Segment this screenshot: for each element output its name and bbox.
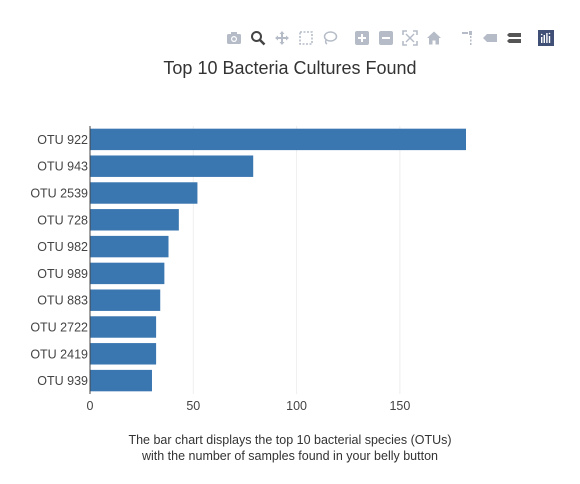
hover-compare-icon [507,33,521,43]
spikeline-icon [462,31,472,45]
y-tick-label: OTU 728 [37,213,88,227]
chart-title: Top 10 Bacteria Cultures Found [163,58,417,78]
y-tick-label: OTU 2539 [30,187,88,201]
y-tick-label: OTU 982 [37,240,88,254]
bar[interactable] [90,235,169,258]
box-select-icon [299,31,313,45]
y-tick-label: OTU 2419 [30,347,88,361]
bar[interactable] [90,182,198,204]
x-tick-label: 150 [389,399,410,413]
lasso-select-button[interactable] [318,28,342,48]
camera-icon [227,32,241,44]
plotly-logo-link[interactable] [534,28,558,48]
download-plot-button[interactable] [222,28,246,48]
chart-annotation: The bar chart displays the top 10 bacter… [0,432,580,464]
hover-closest-button[interactable] [478,28,502,48]
bar[interactable] [90,343,157,365]
zoom-in-button[interactable] [350,28,374,48]
zoom-in-icon [355,31,369,45]
x-tick-label: 50 [186,399,200,413]
bar[interactable] [90,262,165,285]
hover-compare-button[interactable] [502,28,526,48]
box-select-button[interactable] [294,28,318,48]
y-tick-label: OTU 989 [37,267,88,281]
modebar [222,28,558,48]
zoom-icon [251,31,266,46]
annotation-line-1: The bar chart displays the top 10 bacter… [128,433,452,447]
plotly-logo-icon [538,30,554,46]
y-tick-labels: OTU 922 OTU 943 OTU 2539 OTU 728 OTU 982 OTU … [30,133,88,388]
x-tick-label: 100 [286,399,307,413]
zoom-out-icon [379,31,393,45]
zoom-button[interactable] [246,28,270,48]
pan-icon [275,31,289,45]
pan-button[interactable] [270,28,294,48]
lasso-icon [323,31,338,45]
y-tick-label: OTU 922 [37,133,88,147]
hover-closest-icon [483,34,497,42]
bar[interactable] [90,369,152,392]
y-tick-label: OTU 939 [37,374,88,388]
annotation-line-2: with the number of samples found in your… [141,449,438,463]
y-tick-label: OTU 943 [37,160,88,174]
zoom-out-button[interactable] [374,28,398,48]
bar[interactable] [90,155,254,177]
autoscale-button[interactable] [398,28,422,48]
y-tick-label: OTU 883 [37,294,88,308]
reset-axes-button[interactable] [422,28,446,48]
x-tick-label: 0 [87,399,94,413]
x-tick-labels: 0 50 100 150 [87,399,411,413]
home-icon [427,31,441,45]
bar[interactable] [90,289,161,311]
y-tick-label: OTU 2722 [30,321,88,335]
bar[interactable] [90,316,157,338]
bar[interactable] [90,128,466,151]
autoscale-icon [402,30,418,46]
bar[interactable] [90,209,179,231]
spike-lines-button[interactable] [454,28,478,48]
bars [90,128,466,392]
